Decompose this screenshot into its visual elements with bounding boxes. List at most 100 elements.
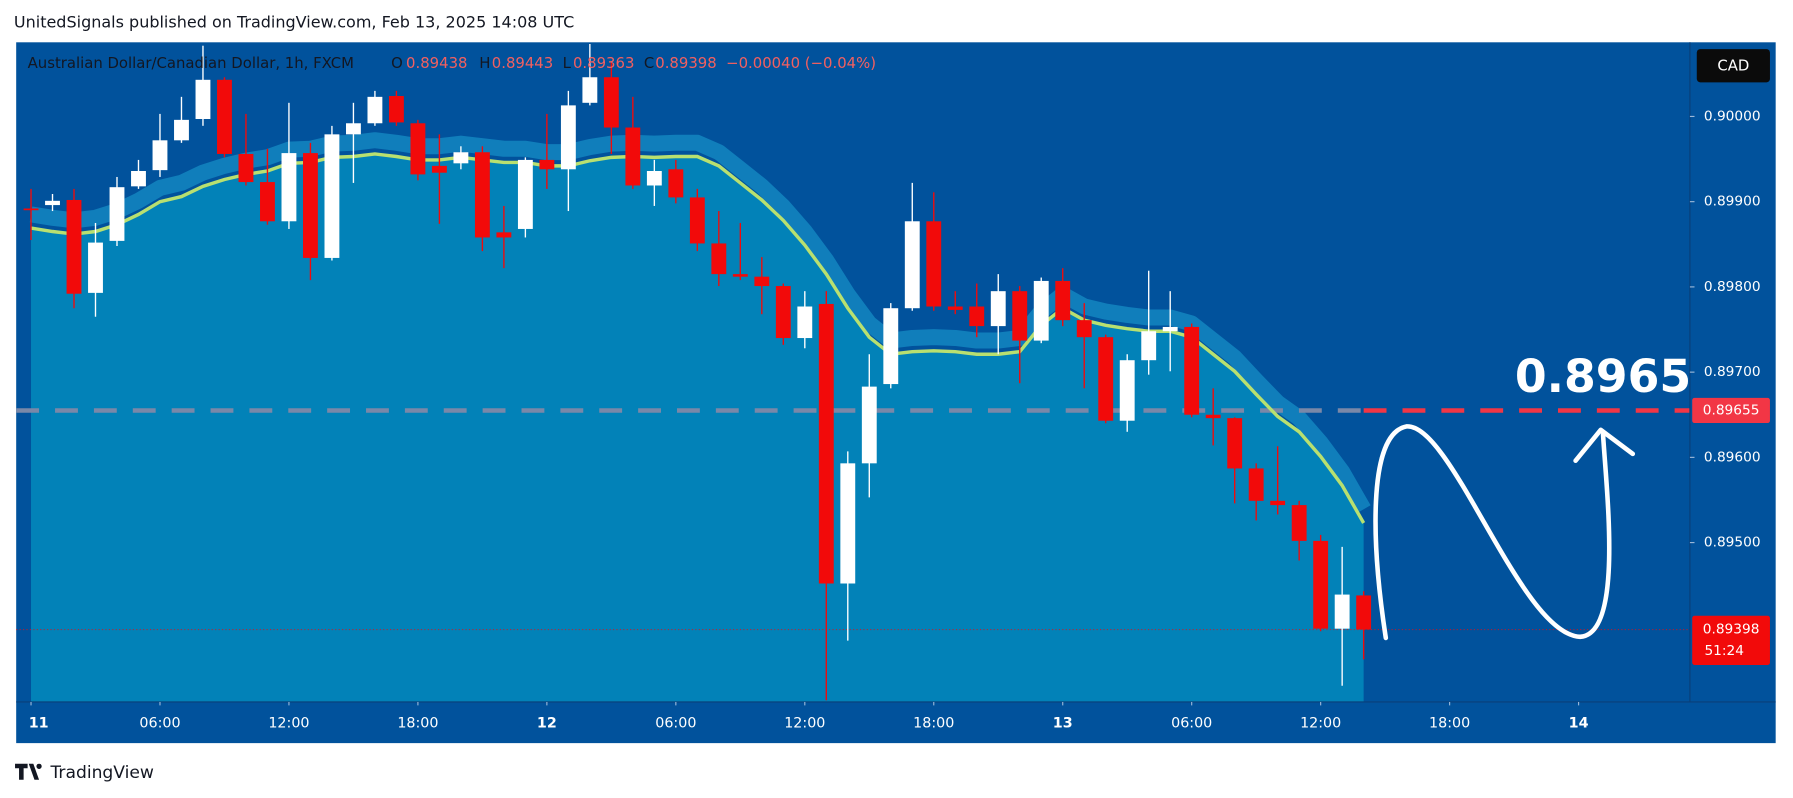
- drawn-arrow: [1373, 424, 1636, 641]
- legend-h: 0.89443: [492, 54, 553, 72]
- candle-body: [926, 221, 942, 307]
- candle-body: [1205, 414, 1221, 419]
- x-tick-label: 18:00: [913, 716, 954, 732]
- publisher-header: UnitedSignals published on TradingView.c…: [14, 12, 574, 31]
- candle-body: [689, 197, 705, 244]
- x-tick-label: 12:00: [784, 716, 825, 732]
- brand-name: TradingView: [49, 763, 153, 783]
- candle-body: [152, 140, 168, 171]
- legend-o: 0.89438: [406, 54, 467, 72]
- candle-body: [260, 182, 275, 222]
- candle-body: [603, 77, 619, 128]
- candle-body: [1184, 326, 1200, 415]
- currency-badge: [1696, 49, 1770, 83]
- candle-body: [1076, 320, 1092, 338]
- candle-body: [174, 119, 189, 141]
- candle-body: [324, 134, 340, 258]
- y-tick-label: 0.89700: [1704, 364, 1761, 380]
- candle-body: [861, 386, 877, 464]
- candle-body: [904, 221, 920, 309]
- candle-body: [303, 153, 318, 258]
- candle-body: [1098, 337, 1114, 421]
- x-tick-label: 06:00: [655, 716, 696, 732]
- candle-body: [1012, 291, 1028, 341]
- candle-body: [1227, 418, 1243, 469]
- candle-body: [217, 79, 232, 154]
- x-tick-label: 12:00: [268, 716, 309, 732]
- candle-body: [1162, 326, 1178, 332]
- candle-body: [947, 306, 963, 310]
- y-tick-label: 0.89800: [1704, 279, 1761, 295]
- candle-body: [1270, 500, 1286, 506]
- x-tick-label: 06:00: [1171, 716, 1212, 732]
- candle-body: [797, 306, 813, 339]
- candle-body: [1291, 505, 1307, 541]
- candle-body: [431, 165, 447, 173]
- target-annotation: 0.8965: [1515, 350, 1691, 403]
- x-tick-label: 13: [1053, 716, 1073, 732]
- candle-body: [1141, 331, 1157, 361]
- candle-body: [517, 159, 533, 229]
- legend-change: −0.00040 (−0.04%): [726, 54, 876, 72]
- candle-body: [818, 303, 834, 584]
- candle-body: [969, 306, 985, 327]
- candle-body: [883, 308, 899, 385]
- candle-body: [539, 159, 555, 170]
- x-tick-label: 18:00: [1429, 716, 1470, 732]
- x-tick-label: 06:00: [139, 716, 180, 732]
- candle-body: [23, 208, 39, 211]
- candle-body: [1248, 468, 1264, 501]
- candle-body: [281, 153, 297, 222]
- candle-body: [840, 463, 856, 584]
- candle-body: [45, 200, 60, 206]
- brand-logo: [15, 763, 42, 780]
- candle-body: [131, 170, 146, 187]
- legend-h-label: H: [479, 54, 490, 72]
- candle-body: [367, 96, 383, 124]
- candle-body: [625, 127, 641, 186]
- legend-c: 0.89398: [655, 54, 716, 72]
- y-tick-label: 0.89900: [1704, 194, 1761, 210]
- candle-body: [775, 286, 791, 339]
- candle-body: [410, 123, 426, 175]
- legend-l-label: L: [563, 54, 572, 72]
- candle-body: [1119, 360, 1135, 421]
- x-tick-label: 12:00: [1300, 716, 1341, 732]
- candle-body: [711, 243, 727, 275]
- symbol-title: Australian Dollar/Canadian Dollar, 1h, F…: [28, 54, 354, 72]
- candle-body: [1033, 280, 1049, 341]
- y-tick-label: 0.89500: [1704, 535, 1761, 551]
- candle-body: [668, 169, 684, 198]
- x-tick-label: 11: [29, 716, 49, 732]
- y-tick-label: 0.90000: [1704, 108, 1761, 124]
- x-tick-label: 12: [537, 716, 557, 732]
- countdown-label: 51:24: [1704, 643, 1744, 659]
- target-price-badge: [1692, 397, 1770, 424]
- candle-body: [990, 291, 1006, 327]
- candle-body: [109, 187, 125, 241]
- candle-body: [474, 152, 490, 238]
- ma-area: [31, 153, 1364, 702]
- legend-l: 0.89363: [573, 54, 634, 72]
- candle-body: [732, 274, 748, 277]
- candle-body: [66, 199, 82, 294]
- legend-o-label: O: [391, 54, 403, 72]
- last-price-badge: [1692, 615, 1770, 665]
- candle-body: [1356, 595, 1372, 630]
- candle-body: [1313, 540, 1329, 629]
- candle-body: [1334, 594, 1350, 629]
- candle-body: [646, 170, 662, 186]
- y-tick-label: 0.89600: [1704, 449, 1761, 465]
- last-price-label: 0.89398: [1703, 622, 1760, 638]
- candle-body: [388, 95, 404, 123]
- candle-body: [560, 105, 576, 170]
- x-tick-label: 18:00: [397, 716, 438, 732]
- candle-body: [754, 276, 770, 287]
- candle-body: [238, 153, 254, 183]
- candle-body: [496, 232, 512, 238]
- candle-body: [582, 77, 598, 103]
- candle-body: [345, 123, 361, 135]
- target-price-label: 0.89655: [1703, 402, 1760, 418]
